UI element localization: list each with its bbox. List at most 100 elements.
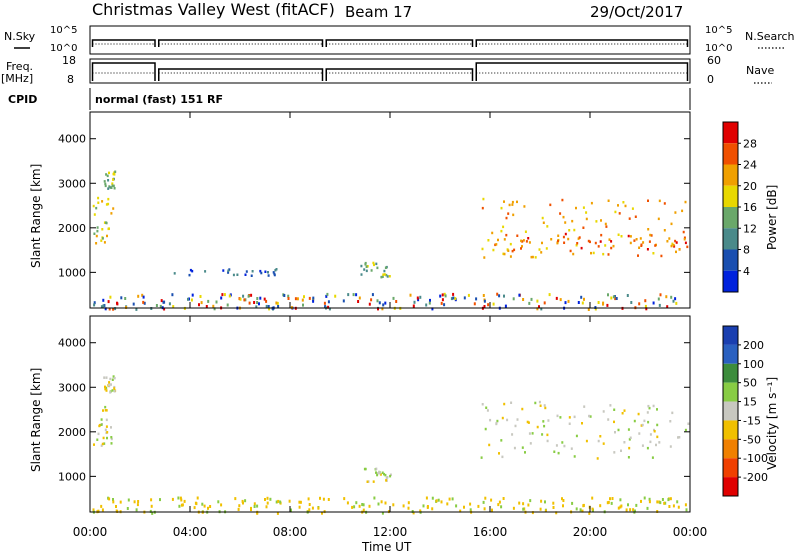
colorbar-tick-label-1: 8 — [743, 244, 750, 257]
near-range-cell — [299, 500, 302, 504]
scatter-region-4-cell — [628, 217, 631, 220]
scatter-region-0-cell — [100, 239, 103, 242]
scatter-region-4-cell — [568, 229, 571, 232]
scatter-region-4-cell — [590, 251, 592, 255]
near-range-cell — [177, 496, 180, 500]
scatter-region-3-cell — [656, 423, 659, 427]
scatter-region-3-cell — [383, 269, 386, 273]
near-range-cell — [626, 294, 629, 297]
near-range-cell — [212, 304, 215, 308]
near-range-cell — [527, 503, 530, 507]
scatter-region-4-cell — [575, 206, 577, 210]
scatter-region-4-cell — [597, 245, 600, 248]
near-range-cell — [402, 504, 405, 508]
near-range-cell — [425, 496, 428, 500]
near-range-cell — [298, 500, 301, 504]
near-range-cell — [500, 505, 503, 509]
near-range-cell — [417, 298, 420, 302]
scatter-region-3-cell — [652, 404, 655, 408]
near-range-cell — [187, 297, 189, 301]
scatter-region-4-cell — [503, 200, 505, 203]
near-range-cell — [203, 504, 206, 508]
scatter-region-5-cell — [638, 246, 641, 249]
near-range-cell — [530, 297, 533, 301]
y-tick-label-0: 1000 — [58, 266, 86, 279]
near-range-cell — [265, 505, 268, 509]
near-range-cell — [416, 296, 419, 300]
scatter-region-4-cell — [658, 199, 661, 203]
scatter-region-2-cell — [389, 473, 392, 476]
near-range-cell — [644, 304, 647, 308]
near-range-cell — [392, 296, 395, 300]
scatter-region-4-cell — [546, 225, 549, 228]
near-range-cell — [163, 307, 166, 311]
near-range-cell — [150, 498, 153, 502]
near-range-cell — [384, 501, 387, 505]
near-range-cell — [629, 508, 632, 512]
scatter-region-5-cell — [578, 236, 581, 239]
scatter-region-3-cell — [653, 430, 656, 433]
near-range-cell — [577, 301, 580, 304]
scatter-region-3-cell — [656, 408, 658, 411]
near-range-cell — [518, 293, 521, 297]
scatter-region-3-cell — [526, 420, 529, 424]
scatter-region-4-cell — [534, 256, 537, 259]
near-range-cell — [259, 296, 262, 300]
near-range-cell — [429, 298, 431, 302]
scatter-region-0-cell — [95, 234, 98, 238]
near-range-cell — [490, 498, 493, 502]
scatter-region-2-cell — [267, 274, 270, 277]
scatter-region-3-cell — [658, 441, 661, 444]
scatter-region-4-cell — [631, 207, 634, 210]
scatter-region-4-cell — [602, 252, 605, 256]
scatter-region-3-cell — [669, 420, 672, 423]
near-range-cell — [640, 499, 642, 503]
near-range-cell — [440, 500, 443, 504]
scatter-region-3-cell — [609, 404, 612, 407]
near-range-cell — [672, 299, 675, 303]
near-range-cell — [269, 497, 272, 501]
near-range-cell — [209, 505, 212, 508]
scatter-region-2-cell — [389, 474, 392, 478]
near-range-cell — [528, 301, 531, 305]
near-range-cell — [484, 496, 487, 500]
scatter-region-4-cell — [663, 229, 666, 232]
scatter-region-5-cell — [564, 232, 567, 236]
near-range-cell — [483, 299, 486, 303]
scatter-region-2-cell — [232, 273, 235, 277]
near-range-cell — [440, 301, 443, 305]
scatter-region-1-cell — [105, 173, 108, 176]
scatter-region-3-cell — [613, 408, 616, 411]
scatter-region-2-cell — [375, 471, 377, 474]
near-range-cell — [287, 294, 290, 298]
near-range-cell — [361, 503, 364, 506]
colorbar-swatch-1 — [723, 344, 738, 364]
near-range-cell — [496, 292, 499, 296]
near-range-cell — [159, 498, 161, 502]
scatter-region-4-cell — [571, 219, 574, 223]
scatter-region-0-cell — [102, 436, 105, 440]
near-range-cell — [150, 504, 153, 508]
scatter-region-5-cell — [569, 249, 572, 253]
scatter-region-3-cell — [640, 424, 643, 427]
scatter-region-3-cell — [656, 435, 659, 439]
near-range-cell — [180, 498, 183, 502]
scatter-region-3-cell — [488, 443, 491, 447]
scatter-region-2-cell — [173, 272, 176, 275]
scatter-region-1-cell — [113, 385, 116, 389]
scatter-region-0-cell — [104, 409, 107, 412]
near-range-cell — [102, 304, 105, 308]
scatter-region-4-cell — [660, 254, 663, 258]
scatter-region-5-cell — [610, 240, 613, 243]
scatter-region-2-cell — [188, 273, 191, 277]
near-range-cell — [451, 497, 454, 501]
scatter-region-2-cell — [189, 268, 192, 272]
scatter-region-4-cell — [629, 235, 632, 238]
scatter-region-3-cell — [669, 445, 672, 448]
scatter-region-5-cell — [683, 238, 686, 241]
near-range-cell — [648, 500, 651, 504]
freq-series — [91, 62, 689, 81]
scatter-region-0-cell — [101, 237, 104, 240]
colorbar-swatch-7 — [723, 270, 738, 292]
colorbar-swatch-6 — [723, 249, 738, 271]
